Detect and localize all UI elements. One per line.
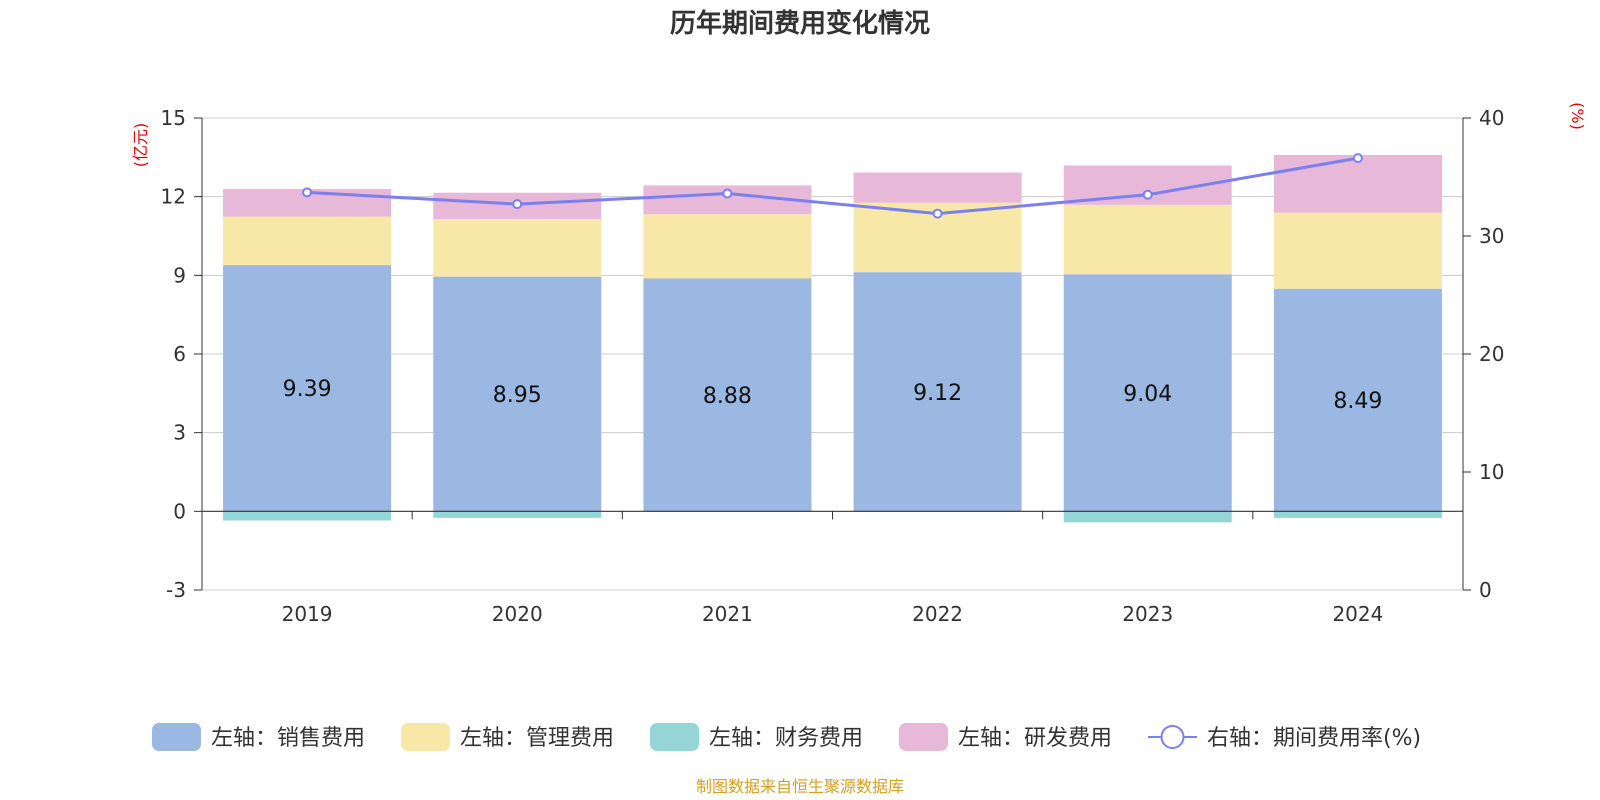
left-tick-label: -3 [166,578,186,602]
right-tick-label: 40 [1479,106,1504,130]
bar-segment [1273,154,1442,213]
rate-point [722,188,733,199]
rate-point [302,187,313,198]
legend-label: 左轴：研发费用 [958,726,1112,751]
bar-segment [1273,212,1442,289]
rate-line-path [306,156,1359,216]
left-tick-label: 12 [161,185,186,209]
chart-title: 历年期间费用变化情况 [670,8,930,39]
bar-segment [643,214,812,279]
x-tick-label: 2022 [912,602,963,626]
right-tick-label: 20 [1479,342,1504,366]
right-tick-label: 30 [1479,224,1504,248]
left-tick-label: 0 [173,499,186,523]
rate-point [1352,153,1363,164]
bar-segment [433,218,602,277]
data-labels: 9.39 8.95 8.88 9.12 9.04 8.49 [283,377,1383,414]
legend-label: 左轴：销售费用 [211,726,365,751]
left-tick-label: 3 [173,421,186,445]
legend-label: 左轴：财务费用 [709,726,863,751]
right-tick-label: 0 [1479,578,1492,602]
bar-segment [853,272,1022,512]
bar-value-label: 8.95 [493,383,542,408]
x-tick-label: 2023 [1122,602,1173,626]
bar-segment [1273,511,1442,518]
legend-label: 左轴：管理费用 [460,726,614,751]
source-note: 制图数据来自恒生聚源数据库 [696,777,904,796]
bar-value-label: 8.88 [703,384,752,409]
bar-segment [853,172,1022,203]
legend: 左轴：销售费用 左轴：管理费用 左轴：财务费用 左轴：研发费用 右轴：期间费用率(%) [152,723,1421,751]
bar-segment [223,265,392,512]
rate-point [1142,189,1153,200]
bar-segment [1063,274,1232,512]
bar-segment [1063,204,1232,275]
x-tick-label: 2020 [492,602,543,626]
left-tick-label: 9 [173,263,186,287]
right-axis-unit: (%) [1568,102,1587,130]
legend-swatch [650,723,699,751]
x-tick-label: 2024 [1332,602,1383,626]
bars [223,154,1442,523]
legend-swatch [401,723,450,751]
legend-marker [1160,725,1185,749]
bar-value-label: 9.04 [1123,382,1172,407]
bar-segment [433,276,602,512]
rate-point [512,199,523,210]
bar-segment [223,511,392,521]
bar-value-label: 9.12 [913,381,962,406]
x-tick-label: 2019 [282,602,333,626]
legend-label: 右轴：期间费用率(%) [1207,726,1421,751]
left-axis-unit: (亿元) [131,123,150,168]
rate-point [932,208,943,219]
bar-value-label: 9.39 [283,377,332,402]
bar-segment [1273,288,1442,512]
legend-swatch [899,723,948,751]
legend-swatch [152,723,201,751]
bar-value-label: 8.49 [1333,389,1382,414]
bar-segment [643,278,812,512]
axes: -3 0 3 6 9 12 15 0 10 20 30 40 2019 2020 2021 2022 2023 2… [161,106,1505,626]
right-tick-label: 10 [1479,460,1504,484]
rate-line [302,153,1363,219]
x-tick-label: 2021 [702,602,753,626]
bar-segment [223,216,392,266]
left-tick-label: 6 [173,342,186,366]
bar-segment [1063,511,1232,523]
left-tick-label: 15 [161,106,186,130]
bar-segment [433,511,602,518]
